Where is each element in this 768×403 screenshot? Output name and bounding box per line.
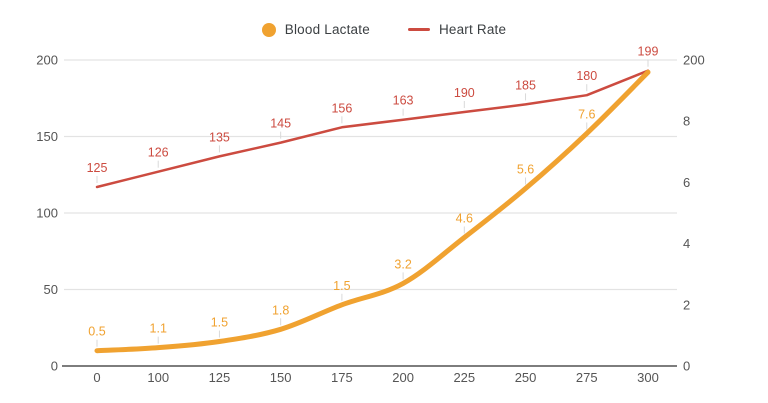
heart-rate-line[interactable] (95, 69, 650, 189)
legend-label-blood-lactate: Blood Lactate (284, 22, 370, 37)
left-axis-tick-label: 200 (36, 53, 58, 68)
data-label: 185 (515, 78, 536, 92)
x-axis-tick-label: 250 (515, 370, 537, 385)
right-axis-tick-label: 0 (683, 359, 690, 374)
data-label: 1.5 (333, 279, 350, 293)
heart-rate-marker-icon (407, 28, 430, 31)
left-axis-tick-label: 100 (36, 206, 58, 221)
data-label: 145 (270, 117, 291, 131)
data-label: 180 (576, 69, 597, 83)
data-label: 1.5 (211, 316, 228, 330)
x-axis-tick-label: 275 (576, 370, 598, 385)
x-axis-tick-label: 225 (453, 370, 475, 385)
data-label: 135 (209, 130, 230, 144)
chart-legend: Blood Lactate Heart Rate (0, 22, 768, 37)
data-label: 7.6 (578, 107, 595, 121)
x-axis-tick-label: 175 (331, 370, 353, 385)
legend-item-blood-lactate[interactable]: Blood Lactate (261, 22, 370, 37)
legend-item-heart-rate[interactable]: Heart Rate (407, 22, 507, 37)
legend-label-heart-rate: Heart Rate (438, 22, 507, 37)
data-label: 199 (638, 45, 659, 59)
x-axis-tick-label: 150 (270, 370, 292, 385)
data-label: 5.6 (517, 163, 534, 177)
data-label: 1.8 (272, 303, 289, 317)
x-axis-tick-label: 0 (93, 370, 100, 385)
left-axis-tick-label: 150 (36, 129, 58, 144)
blood-lactate-marker-icon (261, 22, 276, 37)
data-label: 126 (148, 146, 169, 160)
right-axis-tick-label: 200 (683, 53, 705, 68)
data-label: 125 (87, 161, 108, 175)
right-axis-tick-label: 4 (683, 236, 690, 251)
data-label: 1.1 (150, 322, 167, 336)
x-axis-tick-label: 300 (637, 370, 659, 385)
left-axis-tick-label: 0 (51, 359, 58, 374)
right-axis-tick-label: 8 (683, 114, 690, 129)
x-axis-tick-label: 100 (147, 370, 169, 385)
data-label: 190 (454, 86, 475, 100)
data-label: 0.5 (88, 325, 105, 339)
right-axis-tick-label: 6 (683, 175, 690, 190)
data-label: 4.6 (456, 211, 473, 225)
x-axis-tick-label: 125 (209, 370, 231, 385)
data-label: 156 (331, 101, 352, 115)
left-axis-tick-label: 50 (44, 282, 58, 297)
data-label: 163 (393, 94, 414, 108)
x-axis-tick-label: 200 (392, 370, 414, 385)
blood-lactate-line[interactable] (94, 69, 651, 354)
data-label: 3.2 (394, 257, 411, 271)
right-axis-tick-label: 2 (683, 297, 690, 312)
